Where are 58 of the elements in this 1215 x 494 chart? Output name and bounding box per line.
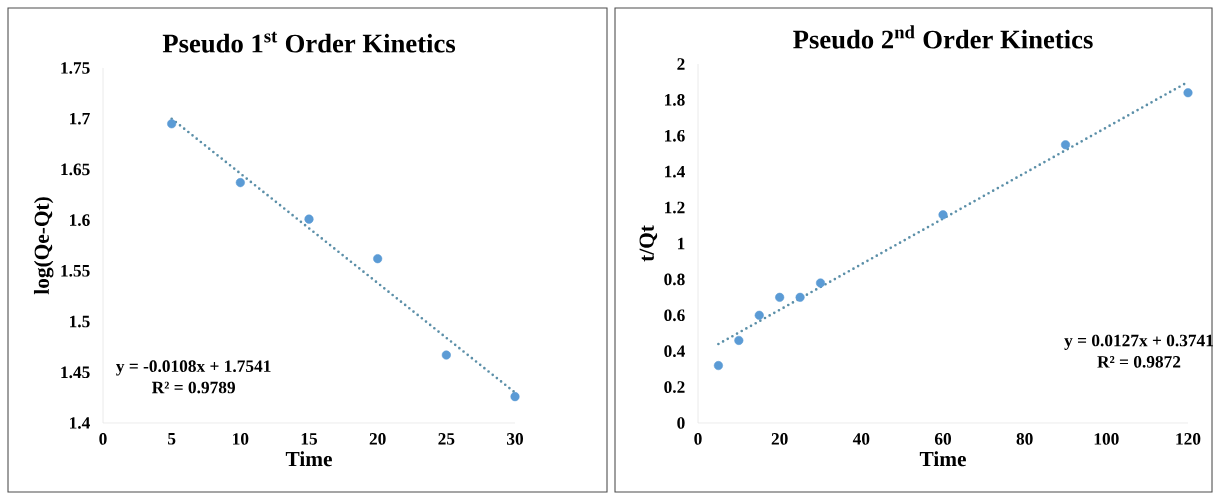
y-tick-label: 1 [678, 237, 685, 250]
point [754, 310, 764, 320]
x-tick-label: 5 [168, 433, 176, 445]
y-tick-label: 0 [677, 417, 685, 429]
y-axis-title: log(Qe-Qt) [33, 197, 54, 295]
y-tick-label: 1.2 [665, 201, 685, 214]
x-axis-title: Time [919, 451, 966, 467]
x-tick-label: 0 [99, 433, 107, 445]
annotation: R² = 0.9789 [151, 381, 235, 394]
x-tick-label: 120 [1176, 433, 1201, 445]
y-tick-label: 1.8 [665, 94, 685, 106]
y-tick-label: 1.6 [70, 214, 90, 227]
y-tick-label: 1.65 [61, 163, 90, 176]
y-tick-label: 1.55 [61, 265, 90, 277]
y-tick-label: 1.5 [70, 315, 90, 328]
y-tick-label: 0.2 [664, 381, 685, 393]
x-tick-label: 20 [369, 433, 386, 445]
y-tick-label: 0.6 [664, 309, 685, 322]
x-axis-title: Time [285, 451, 332, 467]
y-tick-label: 1.4 [70, 417, 90, 429]
y-tick-label: 0.8 [664, 273, 685, 286]
y-tick-label: 1.45 [61, 366, 90, 379]
point [795, 292, 805, 302]
point [373, 254, 383, 264]
point [510, 392, 520, 402]
x-tick-label: 100 [1094, 433, 1119, 445]
point [167, 119, 177, 129]
x-tick-label: 40 [852, 433, 870, 445]
chart-title: Pseudo 1$^{st}$ Order Kinetics [162, 31, 456, 53]
point [304, 214, 314, 224]
x-tick-label: 0 [694, 433, 702, 445]
x-tick-label: 10 [233, 433, 249, 445]
chart-title: Pseudo 2$^{nd}$ Order Kinetics [793, 25, 1093, 49]
x-tick-label: 80 [1016, 433, 1033, 445]
annotation: y = -0.0108x + 1.7541 [116, 360, 271, 376]
point [441, 350, 451, 360]
point [815, 278, 826, 288]
y-tick-label: 0.4 [664, 345, 685, 358]
point [235, 178, 245, 188]
y-tick-label: 1.4 [665, 165, 685, 178]
point [775, 292, 785, 302]
y-tick-label: 1.75 [61, 62, 90, 74]
x-tick-label: 60 [934, 433, 952, 445]
point [1183, 88, 1193, 98]
y-tick-label: 1.6 [665, 129, 685, 142]
x-tick-label: 15 [301, 433, 318, 445]
y-tick-label: 1.7 [70, 112, 90, 125]
point [734, 335, 744, 345]
annotation: y = 0.0127x + 0.3741 [1064, 334, 1213, 350]
x-tick-label: 20 [771, 433, 788, 445]
y-tick-label: 2 [677, 58, 685, 70]
point [938, 210, 948, 220]
point [713, 361, 723, 371]
x-tick-label: 30 [506, 433, 524, 445]
point [1060, 140, 1071, 150]
x-tick-label: 25 [438, 433, 455, 445]
annotation: R² = 0.9872 [1097, 355, 1181, 368]
y-axis-title: t/Qt [639, 225, 658, 262]
